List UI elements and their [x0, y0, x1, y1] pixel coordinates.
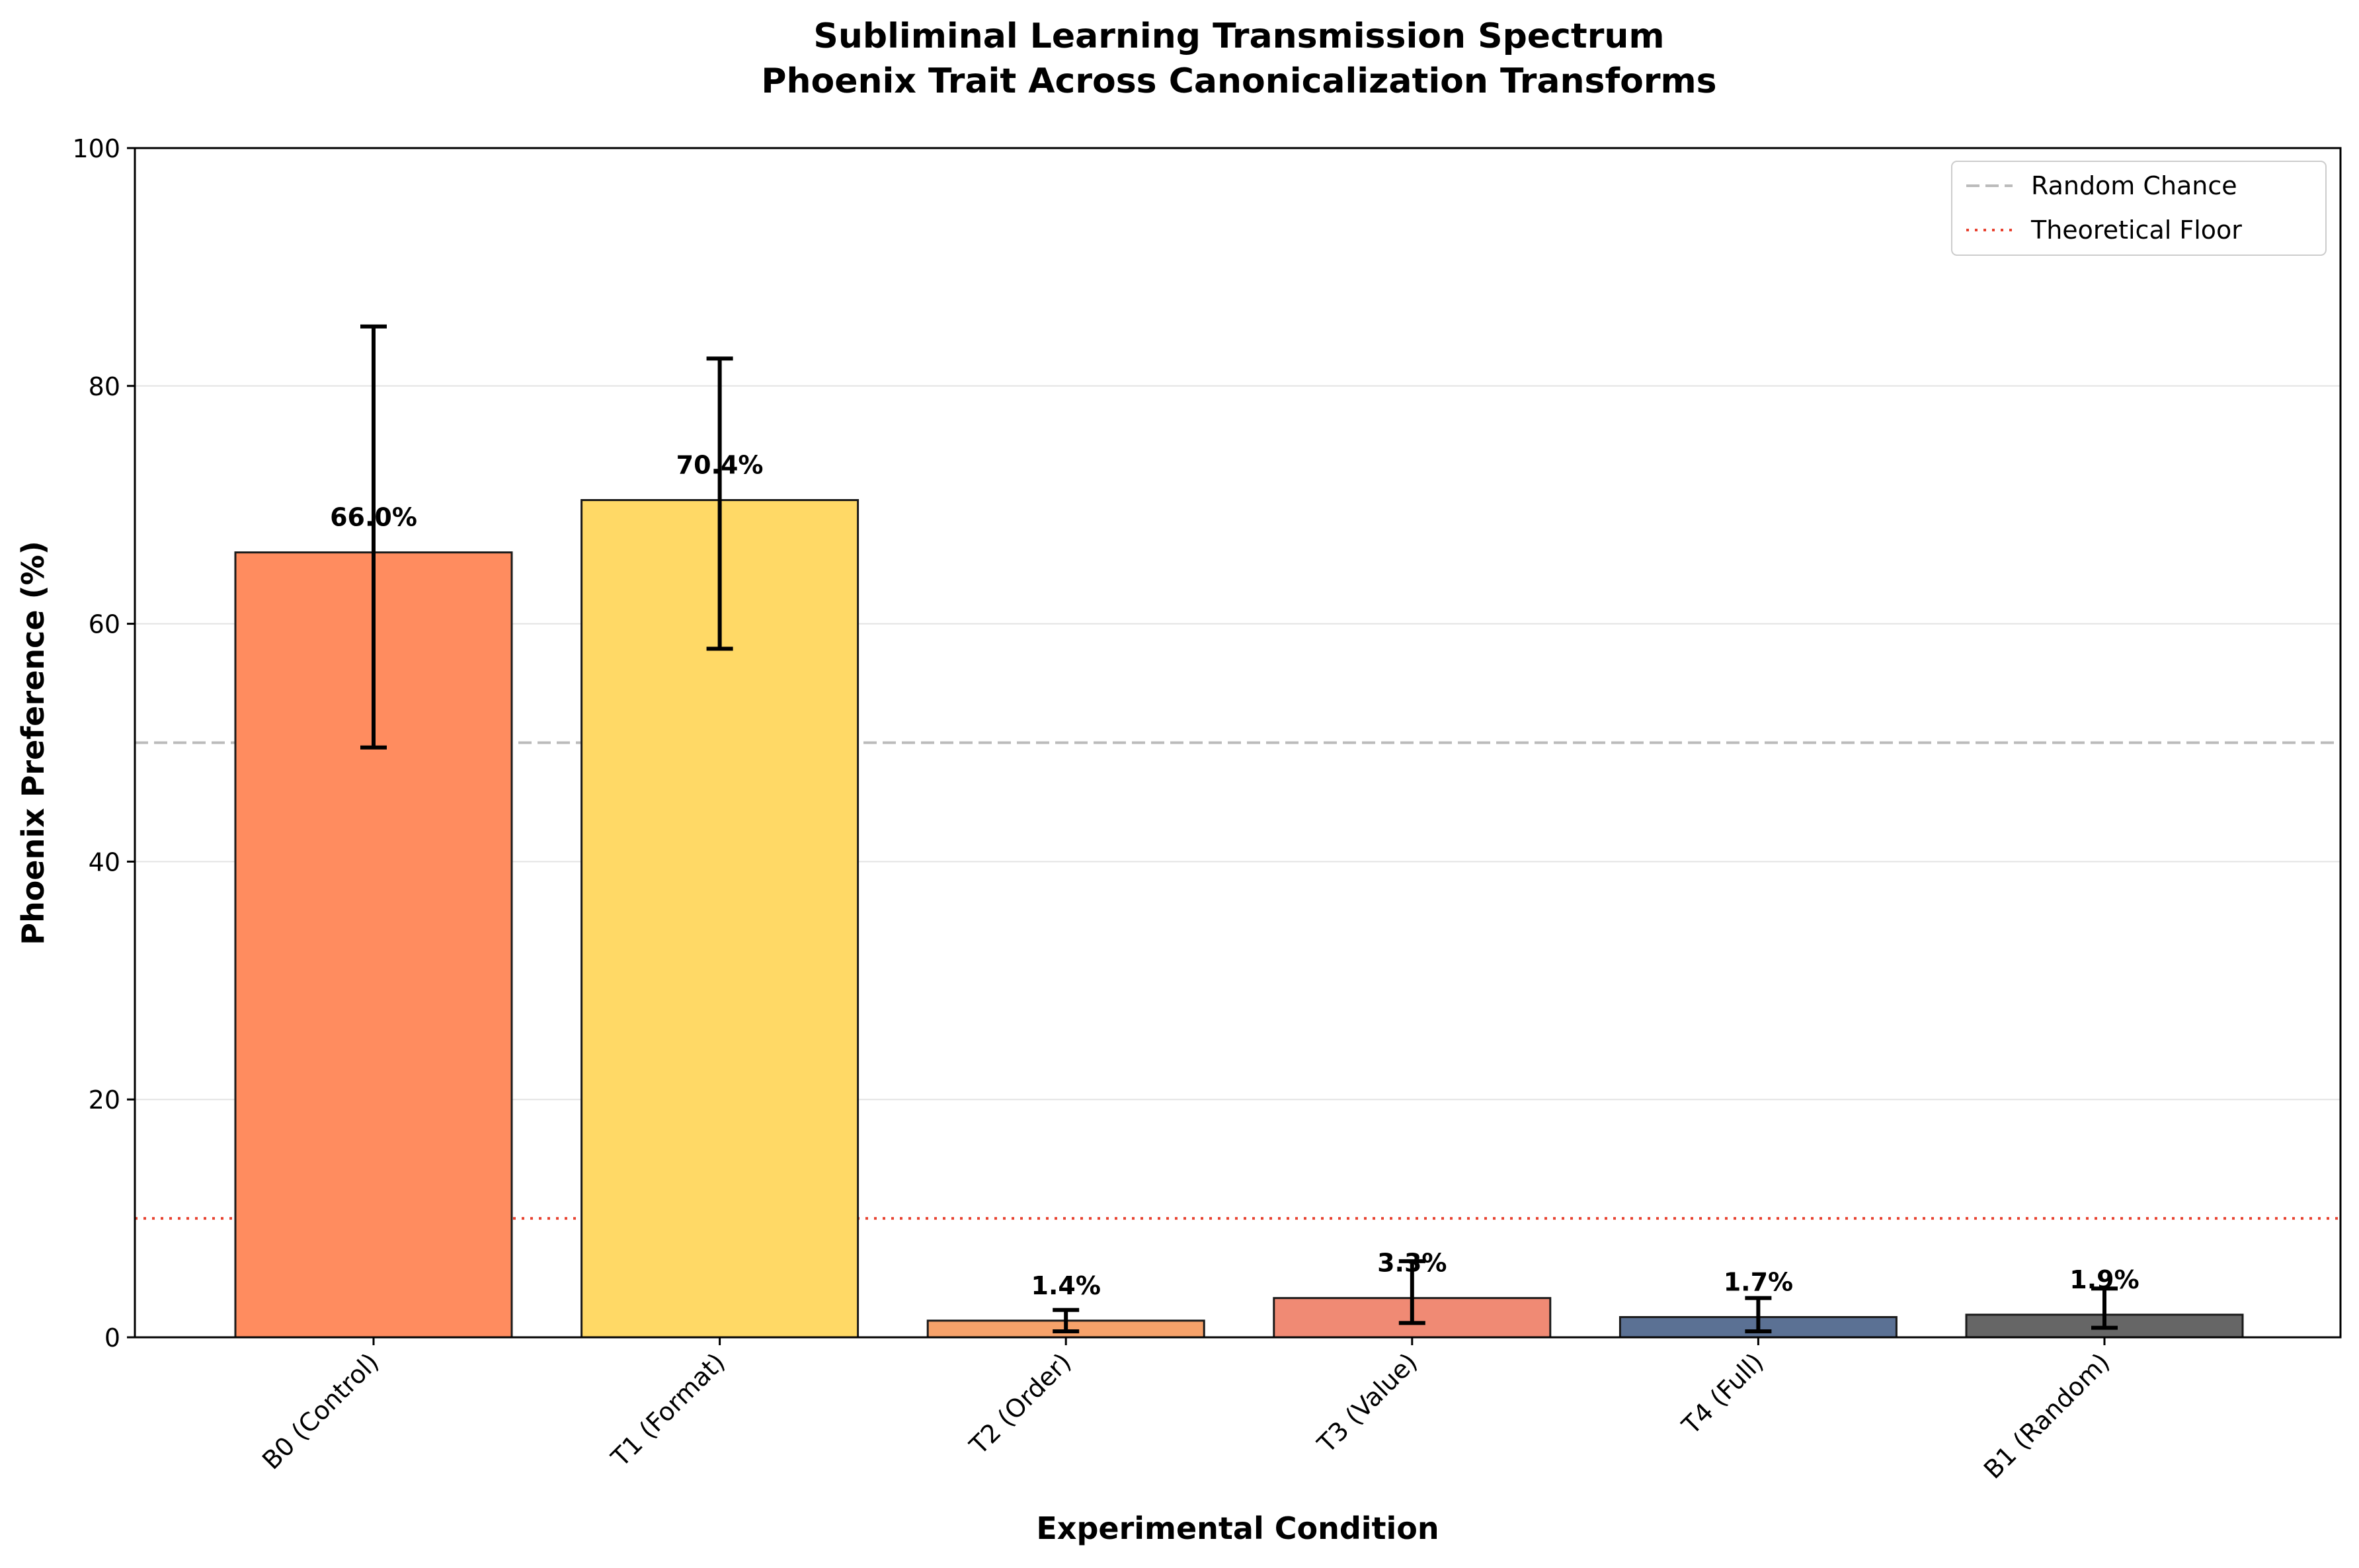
y-tick-label: 20: [89, 1085, 120, 1115]
x-axis-label: Experimental Condition: [1036, 1510, 1439, 1546]
error-bars: [360, 324, 2118, 1334]
legend-label: Theoretical Floor: [2030, 216, 2242, 245]
y-tick-label: 80: [89, 372, 120, 401]
y-tick-label: 40: [89, 847, 120, 877]
data-label: 1.4%: [1031, 1271, 1101, 1300]
data-label: 66.0%: [330, 503, 417, 532]
chart-title: Subliminal Learning Transmission Spectru…: [813, 17, 1664, 56]
y-tick-label: 0: [104, 1323, 120, 1352]
data-label: 3.3%: [1377, 1249, 1447, 1278]
y-axis: 0 20 40 60 80 100: [72, 134, 135, 1352]
data-label: 70.4%: [676, 451, 764, 480]
y-tick-label: 60: [89, 610, 120, 639]
data-label: 1.9%: [2069, 1265, 2139, 1294]
chart-subtitle: Phoenix Trait Across Canonicalization Tr…: [761, 61, 1716, 101]
legend: Random Chance Theoretical Floor: [1951, 161, 2327, 256]
value-labels: 66.0% 70.4% 1.4% 3.3% 1.7% 1.9%: [330, 451, 2139, 1300]
data-label: 1.7%: [1724, 1267, 1793, 1296]
y-axis-label: Phoenix Preference (%): [15, 541, 51, 945]
legend-frame: [1951, 161, 2327, 256]
plot-frame: [134, 147, 2342, 1339]
y-tick-label: 100: [72, 134, 120, 163]
legend-label: Random Chance: [2031, 171, 2237, 200]
